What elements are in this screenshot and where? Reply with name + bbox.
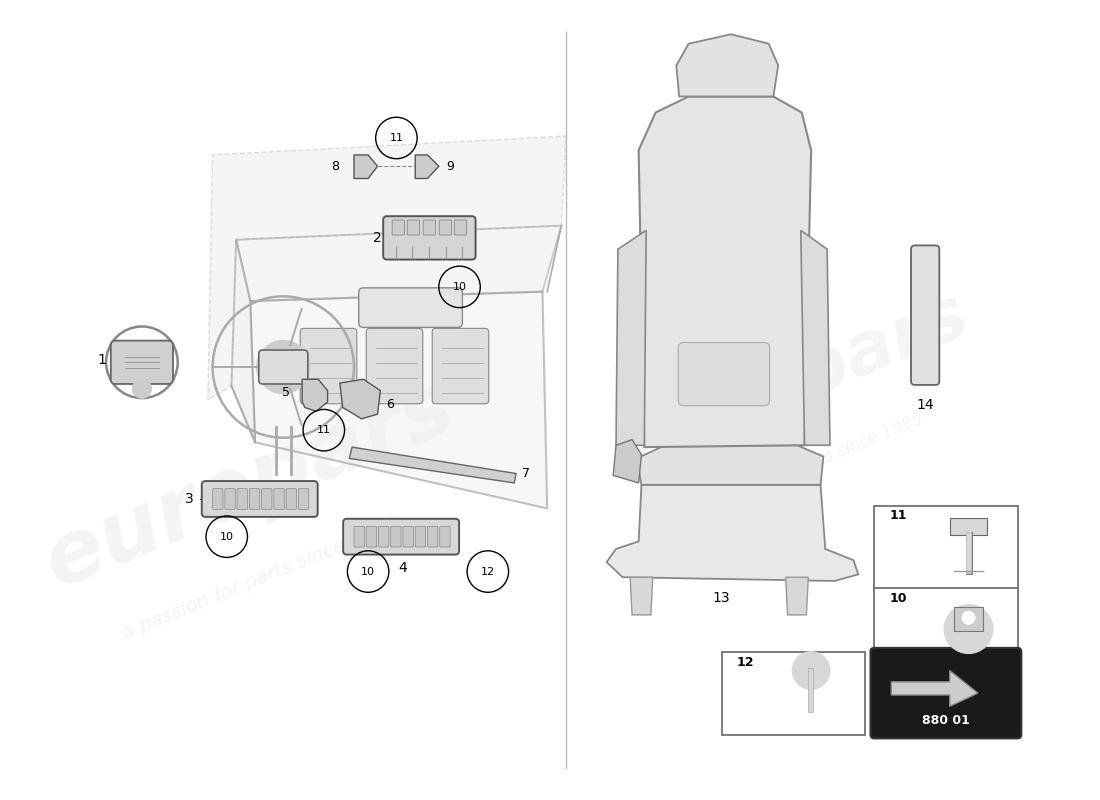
FancyBboxPatch shape — [454, 220, 466, 235]
FancyBboxPatch shape — [201, 481, 318, 517]
FancyBboxPatch shape — [262, 489, 272, 510]
Polygon shape — [350, 447, 516, 483]
FancyBboxPatch shape — [250, 489, 260, 510]
Polygon shape — [251, 292, 547, 508]
Polygon shape — [354, 155, 377, 178]
Circle shape — [792, 652, 830, 690]
FancyBboxPatch shape — [359, 288, 462, 327]
Polygon shape — [801, 230, 830, 446]
Circle shape — [257, 341, 310, 394]
Text: 4: 4 — [398, 561, 407, 574]
Text: a passion for parts since 1985: a passion for parts since 1985 — [686, 410, 926, 522]
Text: 11: 11 — [389, 133, 404, 143]
Text: 880 01: 880 01 — [922, 714, 970, 727]
Polygon shape — [236, 226, 561, 301]
FancyBboxPatch shape — [955, 607, 982, 631]
FancyBboxPatch shape — [407, 220, 419, 235]
Text: 10: 10 — [452, 282, 466, 292]
Polygon shape — [416, 155, 439, 178]
Polygon shape — [630, 578, 652, 615]
Text: europars: europars — [33, 365, 468, 605]
Polygon shape — [785, 578, 808, 615]
FancyBboxPatch shape — [874, 587, 1018, 670]
Polygon shape — [606, 485, 858, 581]
Text: 14: 14 — [916, 398, 934, 412]
FancyBboxPatch shape — [111, 341, 173, 384]
Polygon shape — [302, 379, 328, 411]
FancyBboxPatch shape — [274, 489, 284, 510]
FancyBboxPatch shape — [354, 526, 364, 547]
Polygon shape — [208, 136, 566, 400]
FancyBboxPatch shape — [393, 220, 405, 235]
Polygon shape — [637, 446, 824, 485]
Text: 880 01: 880 01 — [922, 714, 970, 727]
Text: europars: europars — [615, 281, 979, 482]
FancyBboxPatch shape — [722, 652, 865, 734]
FancyBboxPatch shape — [403, 526, 414, 547]
Circle shape — [944, 605, 993, 654]
FancyBboxPatch shape — [439, 220, 451, 235]
FancyBboxPatch shape — [224, 489, 235, 510]
Text: 11: 11 — [317, 425, 331, 435]
Polygon shape — [613, 439, 641, 483]
Text: 9: 9 — [447, 160, 454, 173]
FancyBboxPatch shape — [440, 526, 450, 547]
Text: 5: 5 — [282, 386, 290, 399]
Text: 8: 8 — [331, 160, 339, 173]
Polygon shape — [340, 379, 381, 419]
Text: 1: 1 — [97, 354, 106, 367]
FancyBboxPatch shape — [424, 220, 436, 235]
FancyBboxPatch shape — [212, 489, 223, 510]
Text: 13: 13 — [713, 591, 730, 605]
FancyBboxPatch shape — [366, 328, 422, 404]
FancyBboxPatch shape — [378, 526, 389, 547]
Polygon shape — [639, 97, 811, 447]
Text: 10: 10 — [220, 532, 233, 542]
FancyBboxPatch shape — [432, 328, 488, 404]
FancyBboxPatch shape — [679, 342, 770, 406]
Text: 2: 2 — [373, 231, 382, 245]
FancyBboxPatch shape — [911, 246, 939, 385]
FancyBboxPatch shape — [343, 518, 459, 554]
Text: 10: 10 — [361, 566, 375, 577]
Circle shape — [961, 611, 975, 624]
FancyBboxPatch shape — [258, 350, 308, 384]
FancyBboxPatch shape — [874, 506, 1018, 589]
Text: 12: 12 — [737, 657, 755, 670]
FancyBboxPatch shape — [870, 648, 1021, 738]
Text: a passion for parts since 1985: a passion for parts since 1985 — [120, 515, 399, 643]
Text: 11: 11 — [890, 510, 906, 522]
Polygon shape — [616, 230, 646, 446]
FancyBboxPatch shape — [416, 526, 426, 547]
FancyBboxPatch shape — [428, 526, 438, 547]
Text: 7: 7 — [521, 467, 529, 480]
Text: 6: 6 — [386, 398, 394, 411]
Text: 10: 10 — [890, 592, 906, 606]
FancyBboxPatch shape — [298, 489, 309, 510]
Circle shape — [132, 379, 152, 398]
Text: 12: 12 — [481, 566, 495, 577]
FancyBboxPatch shape — [286, 489, 297, 510]
Text: 3: 3 — [185, 492, 194, 506]
Polygon shape — [891, 670, 978, 706]
FancyBboxPatch shape — [300, 328, 356, 404]
FancyBboxPatch shape — [366, 526, 376, 547]
FancyBboxPatch shape — [949, 518, 988, 534]
FancyBboxPatch shape — [238, 489, 248, 510]
Polygon shape — [231, 240, 255, 442]
FancyBboxPatch shape — [390, 526, 402, 547]
FancyBboxPatch shape — [383, 216, 475, 259]
Polygon shape — [676, 34, 778, 97]
